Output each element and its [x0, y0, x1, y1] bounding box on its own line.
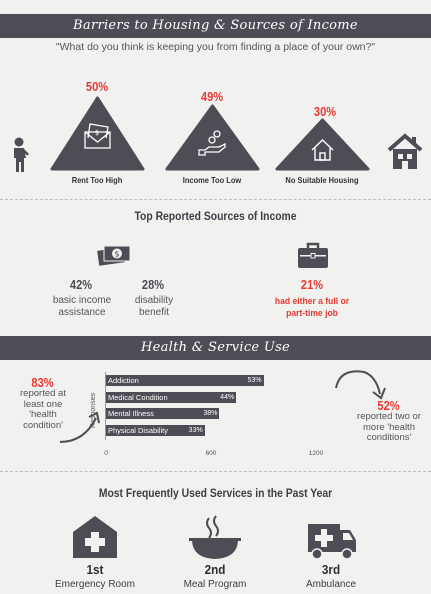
- svg-text:$: $: [114, 250, 119, 259]
- chart-axis: [105, 372, 106, 440]
- house-outline-icon: [387, 133, 423, 169]
- divider-1: [0, 199, 431, 200]
- income-percent-disability: 28%: [141, 277, 165, 292]
- chart-bar-value: 44%: [220, 393, 235, 401]
- health-banner: Health & Service Use: [0, 336, 431, 360]
- chart-bar: Addiction 53%: [106, 375, 264, 386]
- chart-bar: Physical Disability 33%: [106, 424, 205, 436]
- health-chart: Responses Addiction 53% Medical Condition 4…: [90, 372, 326, 462]
- income-label-basic: basic income assistance: [52, 295, 112, 318]
- divider-2: [0, 471, 431, 472]
- barrier-triangle-rent: $: [50, 96, 145, 171]
- services-title: Most Frequently Used Services in the Pas…: [98, 488, 333, 500]
- coin-hand-icon: [198, 130, 226, 156]
- chart-ticks: 0 600 1200: [104, 450, 323, 460]
- health-title: Health & Service Use: [140, 340, 291, 355]
- income-label-disability: disability benefit: [134, 295, 174, 318]
- chart-tick-label: 1200: [308, 450, 324, 457]
- chart-bar-label: Physical Disability: [108, 425, 169, 435]
- chart-tick-label: 600: [205, 450, 217, 457]
- income-title: Top Reported Sources of Income: [134, 211, 297, 223]
- money-icon: $: [97, 245, 131, 266]
- barrier-triangle-income: [165, 104, 260, 171]
- health-right-percent: 52%: [377, 398, 400, 413]
- barrier-percent-housing: 30%: [313, 104, 337, 119]
- chart-bar-label: Addiction: [108, 376, 139, 385]
- service-rank-1: 1st: [86, 562, 104, 577]
- barrier-percent-rent: 50%: [85, 79, 109, 94]
- income-label-job: had either a full or part-time job: [274, 296, 350, 319]
- chart-tick-label: 0: [104, 450, 108, 457]
- curved-arrow-left-icon: [59, 411, 100, 443]
- svg-text:$: $: [95, 129, 99, 137]
- chart-bar: Mental Illness 38%: [106, 408, 220, 419]
- food-bowl-icon: [189, 515, 241, 559]
- barrier-label-housing: No Suitable Housing: [285, 175, 359, 185]
- service-name-1: Emergency Room: [54, 579, 136, 590]
- chart-bars: Addiction 53% Medical Condition 44% Mental I…: [106, 375, 316, 441]
- chart-bar-value: 33%: [188, 426, 203, 434]
- barrier-triangle-housing: [275, 118, 370, 171]
- health-right-text: reported two or more 'health conditions': [357, 411, 421, 443]
- barrier-label-income: Income Too Low: [182, 175, 242, 185]
- barrier-percent-income: 49%: [200, 89, 224, 104]
- service-rank-2: 2nd: [204, 562, 226, 577]
- service-name-3: Ambulance: [305, 579, 357, 590]
- income-percent-basic: 42%: [69, 277, 93, 292]
- chart-bar: Medical Condition 44%: [106, 391, 237, 403]
- income-percent-job: 21%: [300, 277, 324, 292]
- barriers-title: Barriers to Housing & Sources of Income: [73, 18, 358, 33]
- house-icon: [311, 139, 334, 161]
- chart-bar-label: Medical Condition: [108, 392, 168, 402]
- barriers-question: "What do you think is keeping you from f…: [55, 41, 376, 53]
- barrier-label-rent: Rent Too High: [71, 175, 123, 185]
- health-left-percent: 83%: [31, 375, 54, 390]
- person-icon: [14, 137, 29, 172]
- chart-bar-value: 38%: [203, 410, 218, 417]
- hospital-icon: [73, 516, 117, 558]
- ambulance-icon: [308, 524, 356, 560]
- money-envelope-icon: $: [84, 123, 111, 149]
- chart-bar-value: 53%: [247, 377, 262, 384]
- service-name-2: Meal Program: [183, 579, 247, 590]
- health-left-text: reported at least one 'health condition': [20, 388, 66, 431]
- briefcase-icon: [298, 242, 328, 268]
- barriers-banner: Barriers to Housing & Sources of Income: [0, 14, 431, 38]
- service-rank-3: 3rd: [321, 562, 341, 577]
- chart-ylabel: Responses: [90, 392, 97, 428]
- curved-arrow-right-icon: [335, 370, 386, 400]
- chart-bar-label: Mental Illness: [108, 409, 154, 418]
